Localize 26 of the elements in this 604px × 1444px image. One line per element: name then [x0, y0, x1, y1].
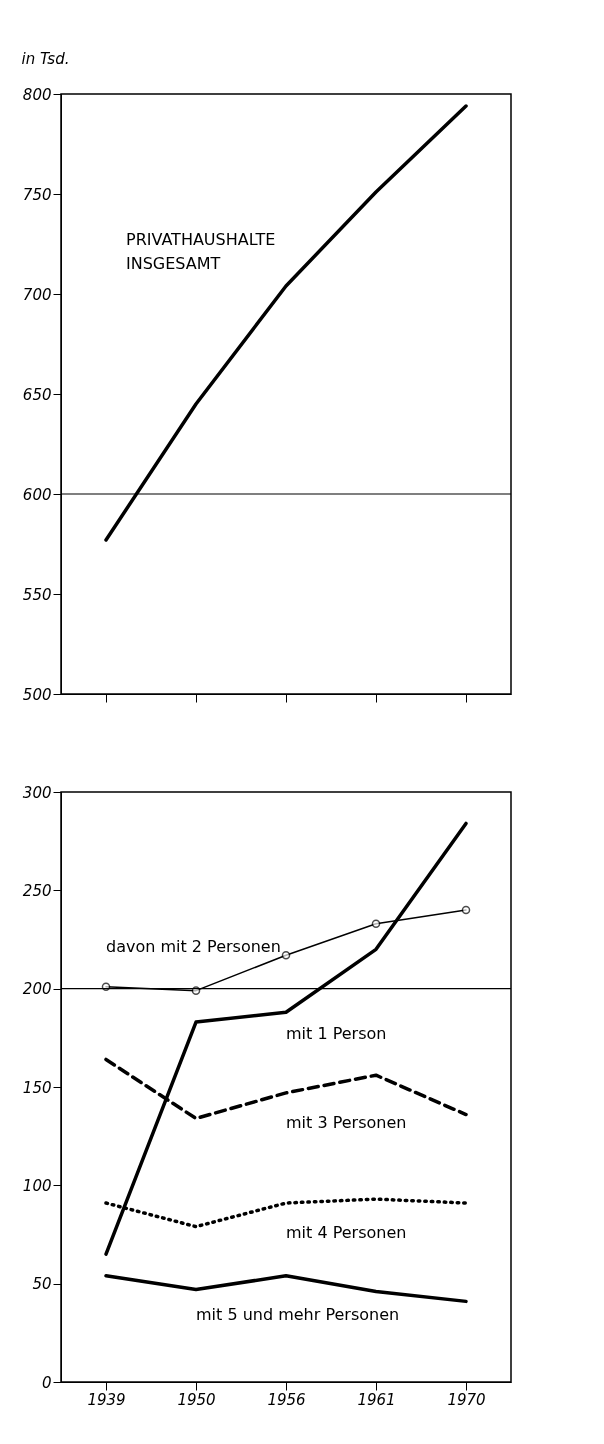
series-label: mit 4 Personen [286, 1223, 407, 1243]
series-label: mit 3 Personen [286, 1112, 407, 1132]
x-tick-label: 1939 [87, 1390, 126, 1409]
y-axis-title: in Tsd. [21, 49, 70, 68]
y-tick-label: 50 [32, 1275, 52, 1294]
series-label: PRIVATHAUSHALTE INSGESAMT [126, 230, 276, 273]
series-label: mit 5 und mehr Personen [196, 1304, 400, 1324]
y-tick-label: 250 [22, 881, 52, 900]
x-tick-label: 1961 [357, 1390, 396, 1409]
x-tick-label: 1956 [267, 1390, 306, 1409]
y-tick-label: 300 [22, 783, 52, 802]
y-tick-label: 550 [22, 585, 52, 604]
y-tick-label: 500 [22, 685, 52, 704]
x-tick-label: 1970 [447, 1390, 486, 1409]
y-tick-label: 100 [22, 1176, 52, 1195]
y-tick-label: 200 [22, 980, 52, 999]
x-tick-label: 1950 [177, 1390, 216, 1409]
y-tick-label: 150 [22, 1078, 52, 1097]
y-tick-label: 0 [41, 1373, 52, 1392]
series-label: mit 1 Person [286, 1024, 387, 1044]
y-tick-label: 800 [22, 85, 52, 104]
y-tick-label: 750 [22, 185, 52, 204]
y-tick-label: 650 [22, 385, 52, 404]
y-tick-label: 700 [22, 285, 52, 304]
y-tick-label: 600 [22, 485, 52, 504]
series-label: davon mit 2 Personen [106, 936, 281, 956]
